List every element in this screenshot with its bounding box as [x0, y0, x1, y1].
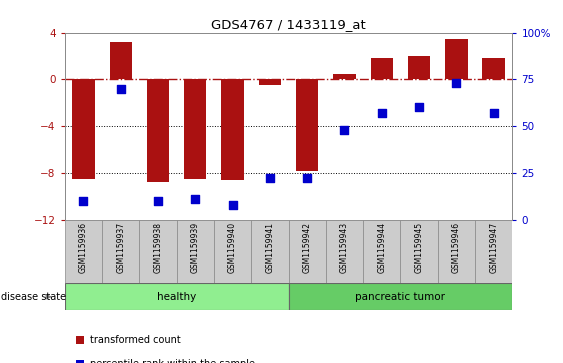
Bar: [65, 283, 289, 310]
Bar: [333, 74, 356, 79]
Bar: [289, 283, 512, 310]
Text: GSM1159947: GSM1159947: [489, 221, 498, 273]
Text: disease state: disease state: [1, 292, 66, 302]
Point: [265, 176, 274, 182]
Bar: [102, 220, 139, 283]
Text: percentile rank within the sample: percentile rank within the sample: [90, 359, 254, 363]
Bar: [363, 220, 400, 283]
Bar: [65, 220, 102, 283]
Text: GSM1159936: GSM1159936: [79, 221, 88, 273]
Bar: [475, 220, 512, 283]
Bar: [289, 220, 326, 283]
Text: GSM1159944: GSM1159944: [377, 221, 386, 273]
Text: GSM1159942: GSM1159942: [303, 221, 312, 273]
Point: [191, 196, 200, 202]
Bar: [251, 220, 288, 283]
Bar: [370, 58, 393, 79]
Bar: [400, 220, 438, 283]
Bar: [438, 220, 475, 283]
Bar: [221, 79, 244, 180]
Point: [452, 80, 461, 86]
Text: GSM1159938: GSM1159938: [154, 221, 163, 273]
Text: GSM1159939: GSM1159939: [191, 221, 200, 273]
Bar: [214, 220, 251, 283]
Text: pancreatic tumor: pancreatic tumor: [355, 292, 445, 302]
Point: [340, 127, 349, 133]
Bar: [140, 220, 177, 283]
Bar: [184, 79, 207, 179]
Bar: [109, 42, 132, 79]
Text: GSM1159937: GSM1159937: [116, 221, 125, 273]
Point: [377, 110, 386, 116]
Bar: [72, 79, 95, 179]
Text: GSM1159946: GSM1159946: [452, 221, 461, 273]
Bar: [258, 79, 281, 85]
Point: [154, 198, 163, 204]
Bar: [482, 58, 505, 79]
Title: GDS4767 / 1433119_at: GDS4767 / 1433119_at: [211, 19, 366, 32]
Point: [489, 110, 498, 116]
Bar: [408, 56, 430, 79]
Text: GSM1159941: GSM1159941: [265, 221, 274, 273]
Text: GSM1159943: GSM1159943: [340, 221, 349, 273]
Point: [79, 198, 88, 204]
Text: GSM1159945: GSM1159945: [414, 221, 423, 273]
Text: transformed count: transformed count: [90, 335, 180, 345]
Point: [228, 202, 237, 208]
Bar: [296, 79, 319, 171]
Text: GSM1159940: GSM1159940: [228, 221, 237, 273]
Point: [116, 86, 125, 92]
Point: [414, 105, 423, 110]
Bar: [445, 38, 467, 79]
Point: [303, 176, 312, 182]
Bar: [147, 79, 169, 182]
Bar: [326, 220, 363, 283]
Bar: [177, 220, 214, 283]
Text: healthy: healthy: [157, 292, 196, 302]
